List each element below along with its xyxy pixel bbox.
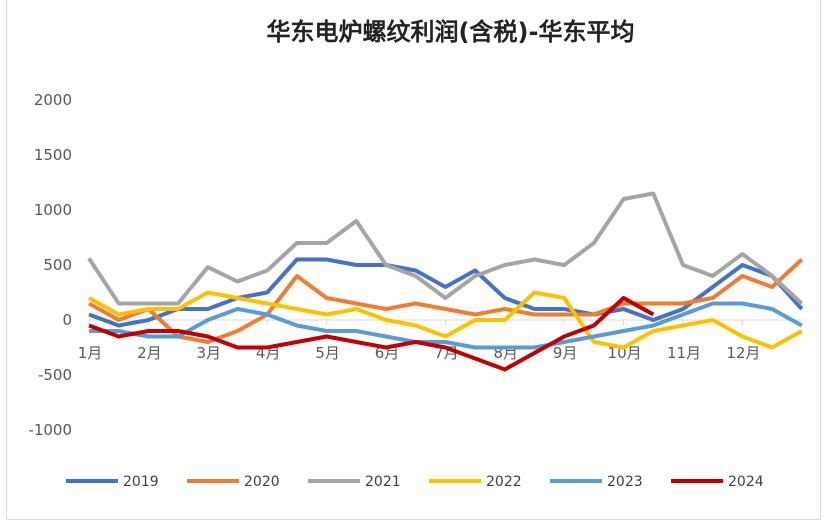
x-tick-label: 12月 <box>726 344 760 362</box>
chart-title: 华东电炉螺纹利润(含税)-华东平均 <box>266 18 635 46</box>
legend-label-2022: 2022 <box>486 474 522 490</box>
series-line-2023 <box>89 301 803 350</box>
series-line-2020 <box>88 258 804 344</box>
y-tick-label: -500 <box>38 366 72 384</box>
y-tick-label: 2000 <box>34 91 72 109</box>
x-tick-label: 9月 <box>553 344 578 362</box>
x-tick-label: 11月 <box>667 344 701 362</box>
y-tick-label: 1000 <box>34 201 72 219</box>
series-line-2024 <box>88 296 655 372</box>
x-tick-label: 2月 <box>137 344 162 362</box>
y-tick-label: 0 <box>62 311 72 329</box>
y-tick-label: 1500 <box>34 146 72 164</box>
series-line-2019 <box>88 257 804 328</box>
x-tick-label: 10月 <box>608 344 642 362</box>
y-tick-label: -1000 <box>28 421 72 439</box>
legend-label-2023: 2023 <box>607 474 643 490</box>
x-tick-label: 1月 <box>78 344 103 362</box>
y-tick-label: 500 <box>43 256 72 274</box>
series-line-2022 <box>88 290 803 350</box>
legend-label-2019: 2019 <box>123 474 159 490</box>
series-line-2021 <box>87 191 804 306</box>
x-tick-label: 3月 <box>197 344 222 362</box>
legend-label-2021: 2021 <box>365 474 401 490</box>
x-tick-label: 5月 <box>315 344 340 362</box>
legend-label-2020: 2020 <box>244 474 280 490</box>
chart-border <box>6 0 821 520</box>
legend-label-2024: 2024 <box>728 474 764 490</box>
